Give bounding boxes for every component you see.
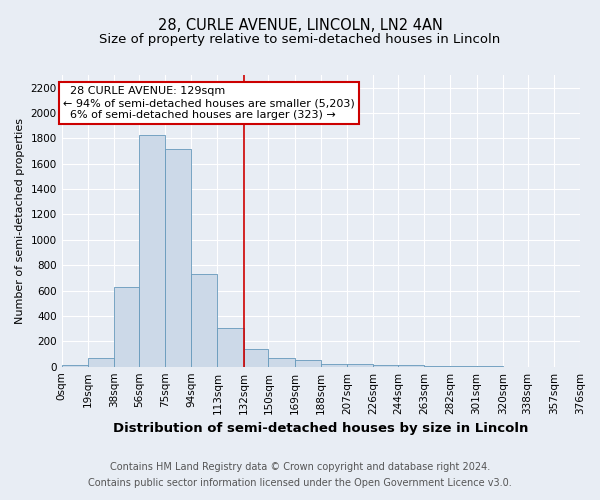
Bar <box>165 148 191 366</box>
Text: 28 CURLE AVENUE: 129sqm  
← 94% of semi-detached houses are smaller (5,203)
  6%: 28 CURLE AVENUE: 129sqm ← 94% of semi-de… <box>63 86 355 120</box>
Bar <box>373 365 398 366</box>
Bar <box>62 365 88 366</box>
Bar <box>217 328 244 366</box>
Bar <box>114 287 139 366</box>
Bar <box>398 365 424 366</box>
Bar <box>139 134 165 366</box>
Text: Contains HM Land Registry data © Crown copyright and database right 2024.: Contains HM Land Registry data © Crown c… <box>110 462 490 472</box>
Bar <box>347 364 373 366</box>
Bar <box>295 360 321 366</box>
Text: Size of property relative to semi-detached houses in Lincoln: Size of property relative to semi-detach… <box>100 32 500 46</box>
Bar <box>321 364 347 366</box>
Text: Contains public sector information licensed under the Open Government Licence v3: Contains public sector information licen… <box>88 478 512 488</box>
Text: 28, CURLE AVENUE, LINCOLN, LN2 4AN: 28, CURLE AVENUE, LINCOLN, LN2 4AN <box>158 18 442 32</box>
Y-axis label: Number of semi-detached properties: Number of semi-detached properties <box>15 118 25 324</box>
X-axis label: Distribution of semi-detached houses by size in Lincoln: Distribution of semi-detached houses by … <box>113 422 529 435</box>
Bar <box>191 274 217 366</box>
Bar <box>244 349 268 366</box>
Bar <box>88 358 114 366</box>
Bar <box>268 358 295 366</box>
